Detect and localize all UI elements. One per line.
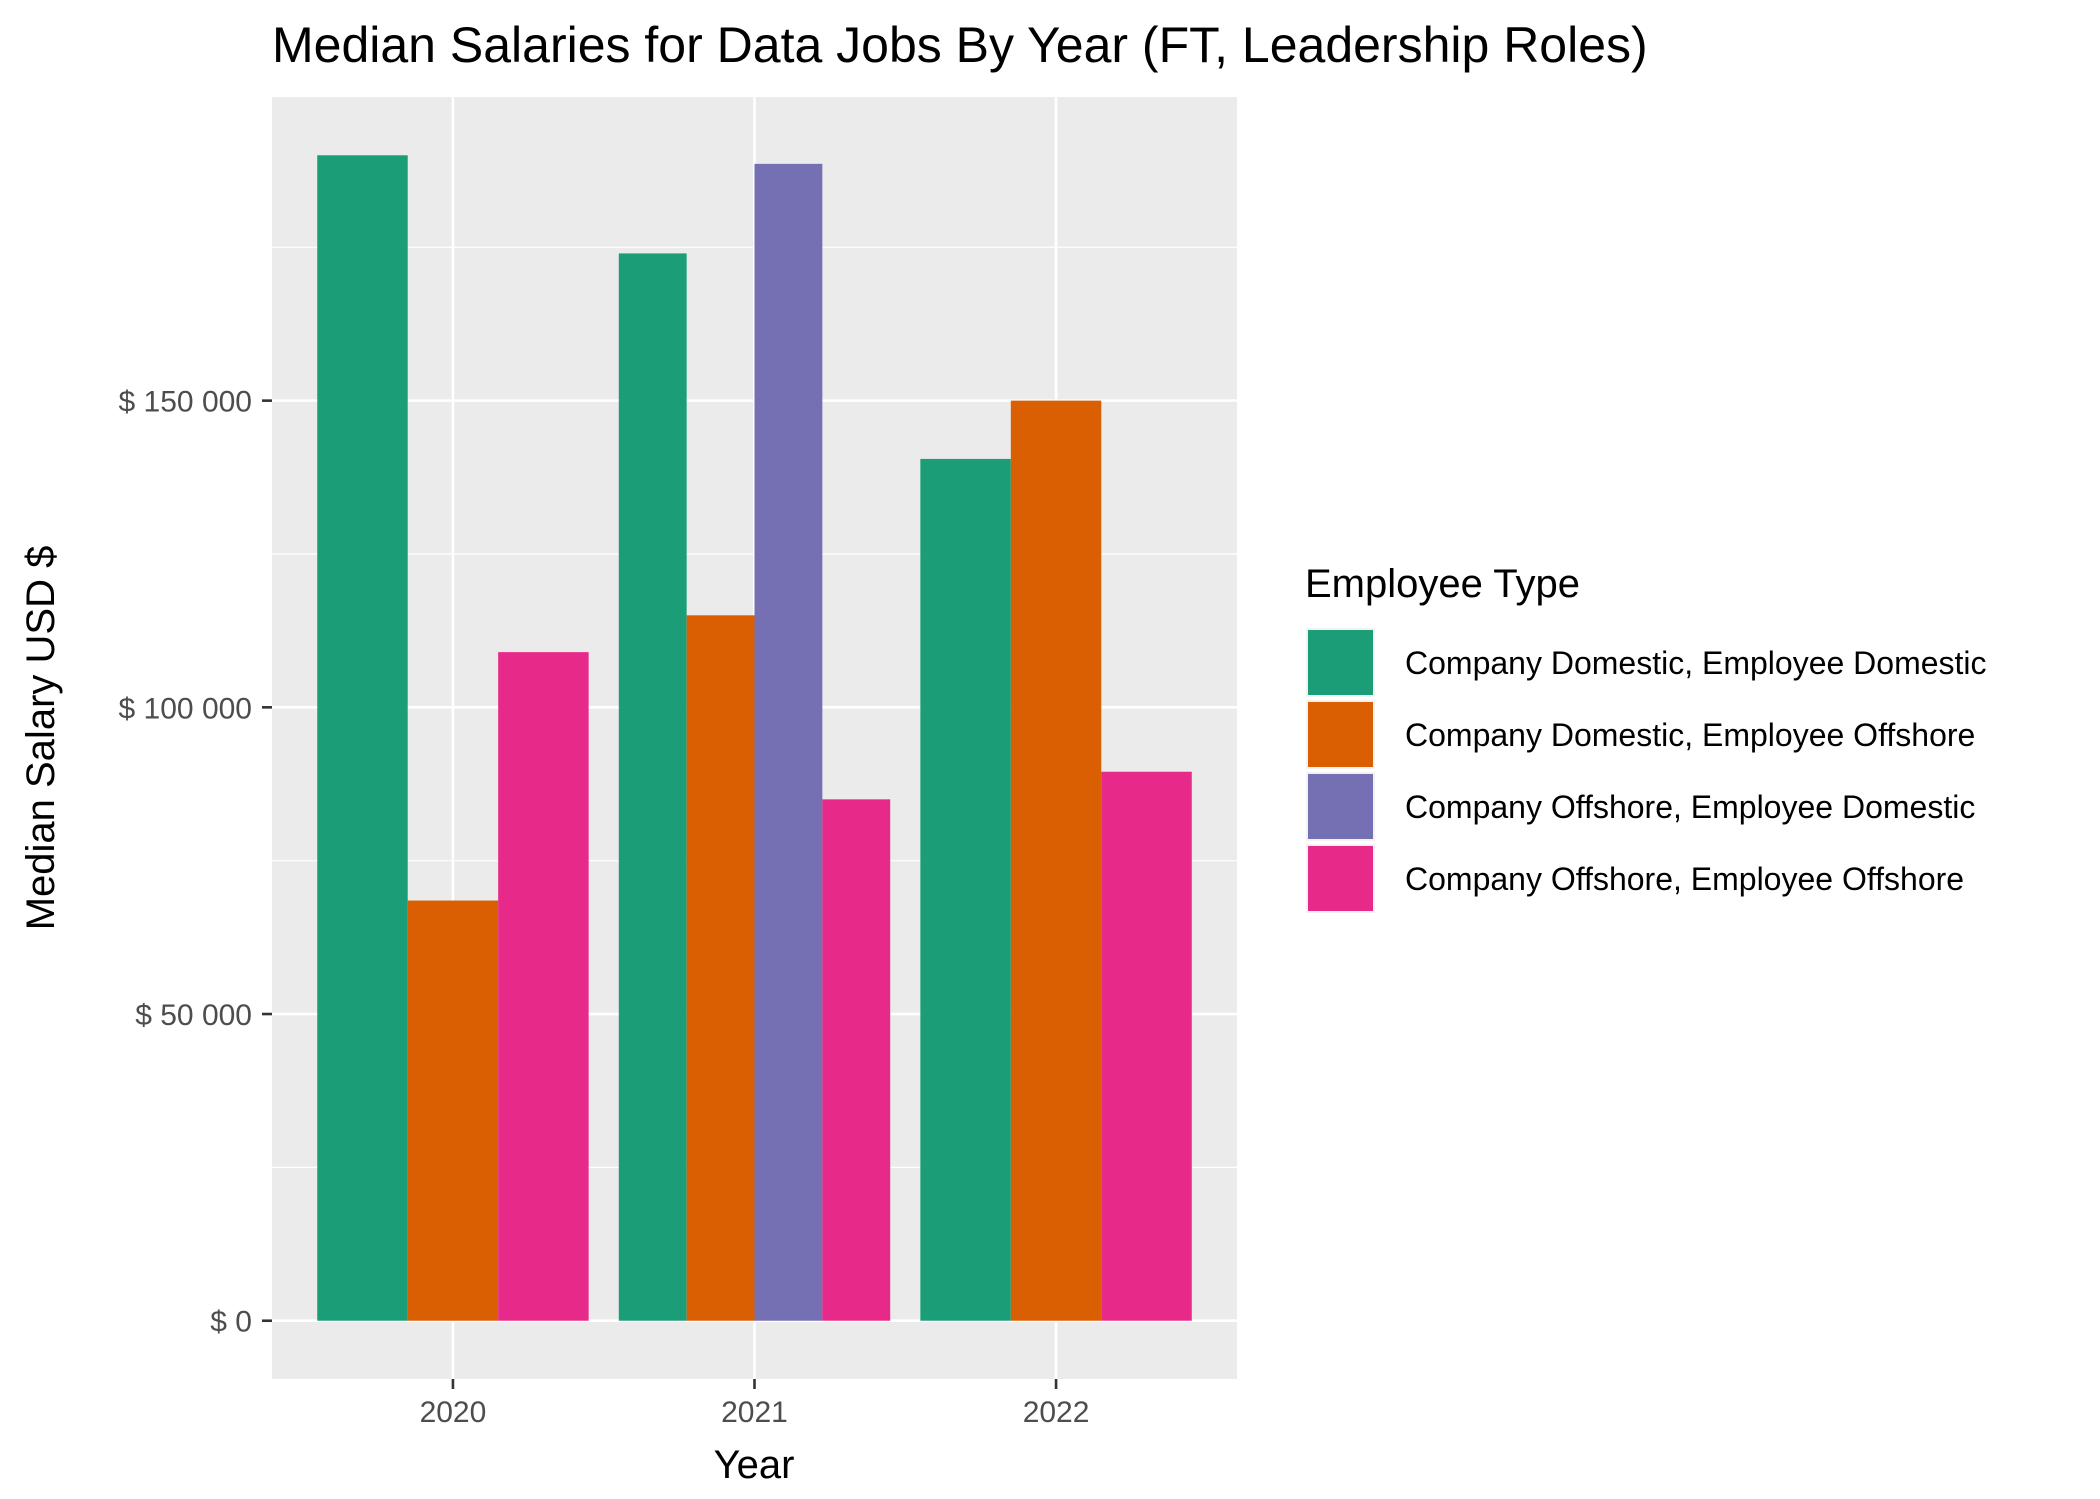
legend-item: Company Offshore, Employee Offshore [1306, 844, 1964, 913]
bar [1010, 400, 1102, 1321]
bar [407, 900, 499, 1321]
y-tick-label: $ 50 000 [135, 999, 252, 1032]
bar [920, 458, 1011, 1321]
y-axis-label: Median Salary USD $ [19, 546, 63, 931]
x-tick-label: 2022 [1023, 1396, 1090, 1429]
bar [618, 253, 687, 1321]
legend-title: Employee Type [1305, 562, 1580, 606]
bar [498, 652, 589, 1321]
x-tick-label: 2021 [721, 1396, 788, 1429]
legend-swatch [1308, 702, 1373, 767]
legend-label: Company Domestic, Employee Domestic [1405, 645, 1987, 681]
y-tick-label: $ 150 000 [119, 386, 252, 419]
bar [822, 799, 891, 1321]
bar [317, 155, 408, 1321]
chart-title: Median Salaries for Data Jobs By Year (F… [272, 17, 1648, 73]
legend: Employee Type Company Domestic, Employee… [1305, 562, 1987, 913]
legend-swatch [1308, 774, 1373, 839]
legend-item: Company Domestic, Employee Offshore [1306, 700, 1975, 769]
bars [317, 155, 1192, 1321]
y-tick-label: $ 100 000 [119, 692, 252, 725]
x-tick-label: 2020 [420, 1396, 487, 1429]
legend-label: Company Domestic, Employee Offshore [1405, 717, 1975, 753]
legend-label: Company Offshore, Employee Domestic [1405, 789, 1975, 825]
legend-swatch [1308, 846, 1373, 911]
legend-swatch [1308, 630, 1373, 695]
x-axis: 2020 2021 2022 [420, 1379, 1090, 1429]
legend-item: Company Domestic, Employee Domestic [1306, 628, 1987, 697]
legend-items: Company Domestic, Employee Domestic Compa… [1306, 628, 1987, 913]
legend-label: Company Offshore, Employee Offshore [1405, 861, 1964, 897]
bar [754, 163, 823, 1321]
bar [686, 615, 755, 1321]
y-tick-label: $ 0 [210, 1306, 252, 1339]
bar [1101, 771, 1192, 1321]
x-axis-label: Year [714, 1443, 795, 1487]
legend-item: Company Offshore, Employee Domestic [1306, 772, 1975, 841]
y-axis: $ 0 $ 50 000 $ 100 000 $ 150 000 [119, 386, 272, 1339]
